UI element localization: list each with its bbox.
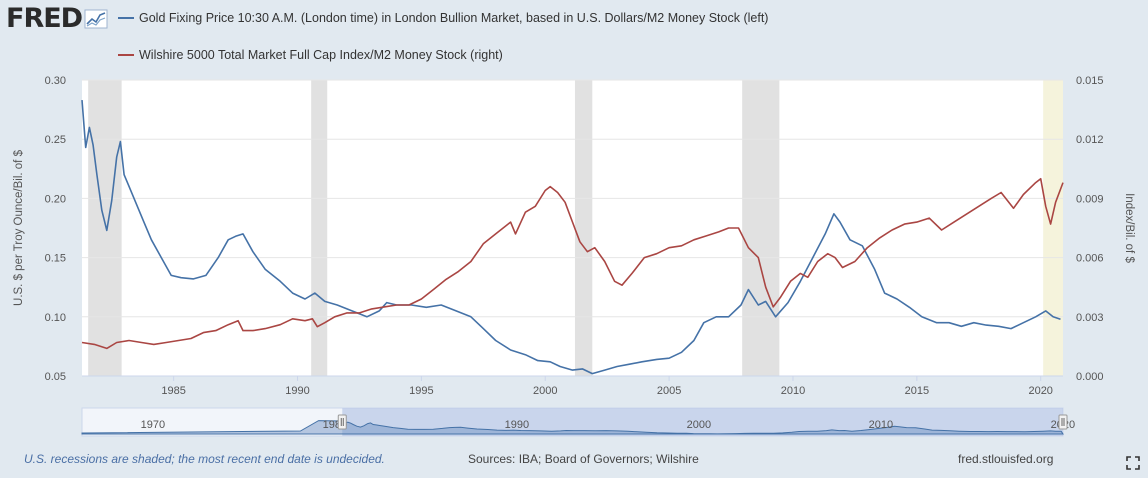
wilshire-series-line — [81, 177, 1064, 350]
legend-swatch-wilshire — [118, 54, 134, 56]
legend-swatch-gold — [118, 17, 134, 19]
recession-note: U.S. recessions are shaded; the most rec… — [24, 452, 385, 466]
navigator-tick-label: 1990 — [505, 419, 529, 431]
right-axis-tick-label: 0.003 — [1076, 312, 1104, 324]
left-axis-title: U.S. $ per Troy Ounce/Bil. of $ — [13, 149, 25, 306]
recession-band — [88, 80, 122, 376]
right-axis-tick-label: 0.009 — [1076, 193, 1104, 205]
plot-background — [82, 80, 1063, 376]
left-axis-tick-label: 0.05 — [45, 371, 66, 383]
right-axis-tick-label: 0.015 — [1076, 75, 1104, 87]
navigator-tick-label: 2000 — [687, 419, 711, 431]
fred-url-link[interactable]: fred.stlouisfed.org — [958, 452, 1054, 466]
navigator-tick-label: 1970 — [141, 419, 165, 431]
recession-band — [574, 80, 593, 376]
x-axis-tick-label: 2010 — [781, 385, 805, 397]
navigator-selection[interactable] — [342, 408, 1063, 436]
gold-series-line — [81, 100, 1061, 375]
x-axis-tick-label: 1995 — [409, 385, 433, 397]
x-axis-tick-label: 1985 — [161, 385, 185, 397]
legend-label-gold: Gold Fixing Price 10:30 A.M. (London tim… — [139, 11, 769, 25]
legend-item-gold[interactable]: Gold Fixing Price 10:30 A.M. (London tim… — [118, 11, 768, 25]
recession-band — [742, 80, 780, 376]
right-axis-tick-label: 0.000 — [1076, 371, 1104, 383]
chart-area: 0.05 0.10 0.15 0.20 0.25 0.30 0.000 0.003 0.006 0… — [13, 75, 1135, 437]
left-axis-tick-label: 0.15 — [45, 253, 66, 265]
right-axis-tick-label: 0.006 — [1076, 253, 1104, 265]
x-axis-tick-label: 2020 — [1028, 385, 1052, 397]
navigator-handle-left[interactable] — [337, 414, 347, 430]
x-axis-tick-label: 2015 — [905, 385, 929, 397]
legend-item-wilshire[interactable]: Wilshire 5000 Total Market Full Cap Inde… — [118, 48, 503, 62]
chart-header: FRED Gold Fixing Price 10:30 A.M. (Londo… — [0, 0, 1148, 70]
fred-logo[interactable]: FRED — [6, 4, 108, 34]
x-axis-tick-label: 2000 — [533, 385, 557, 397]
right-axis-tick-label: 0.012 — [1076, 134, 1104, 146]
left-axis-tick-label: 0.25 — [45, 134, 66, 146]
navigator-tick-label: 2010 — [869, 419, 893, 431]
recession-band — [311, 80, 328, 376]
logo-text: FRED — [6, 3, 83, 34]
fullscreen-icon[interactable] — [1126, 456, 1140, 470]
undecided-recession-band — [1043, 80, 1063, 376]
left-axis-tick-label: 0.10 — [45, 312, 66, 324]
navigator-series — [81, 420, 1064, 435]
sources-text: Sources: IBA; Board of Governors; Wilshi… — [468, 452, 699, 466]
left-axis-tick-label: 0.30 — [45, 75, 66, 87]
right-axis-title: Index/Bil. of $ — [1123, 193, 1135, 263]
navigator-handle-right[interactable] — [1058, 414, 1068, 430]
legend-label-wilshire: Wilshire 5000 Total Market Full Cap Inde… — [139, 48, 503, 62]
chart-trend-icon — [84, 9, 108, 29]
left-axis-tick-label: 0.20 — [45, 193, 66, 205]
x-axis-tick-label: 1990 — [285, 385, 309, 397]
x-axis-tick-label: 2005 — [657, 385, 681, 397]
